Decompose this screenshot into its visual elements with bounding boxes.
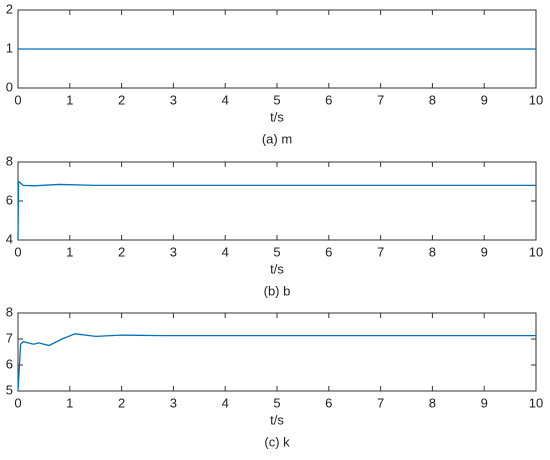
x-tick-label: 4 xyxy=(222,92,229,107)
x-tick-label: 9 xyxy=(481,92,488,107)
x-tick-label: 6 xyxy=(325,395,332,410)
x-tick-label: 1 xyxy=(66,92,73,107)
axes-box xyxy=(17,312,537,392)
x-axis-label: t/s xyxy=(270,412,284,427)
caption: (b) b xyxy=(264,283,291,298)
x-tick-label: 2 xyxy=(118,395,125,410)
y-tick-label: 2 xyxy=(6,1,13,16)
x-tick-label: 7 xyxy=(377,395,384,410)
axes-box xyxy=(17,161,537,241)
x-tick-label: 0 xyxy=(14,92,21,107)
x-tick-label: 9 xyxy=(481,244,488,259)
x-tick-label: 1 xyxy=(66,244,73,259)
x-axis-label: t/s xyxy=(270,109,284,124)
x-tick-label: 2 xyxy=(118,92,125,107)
x-tick-label: 7 xyxy=(377,244,384,259)
caption: (a) m xyxy=(262,131,292,146)
x-tick-label: 5 xyxy=(273,395,280,410)
x-tick-label: 10 xyxy=(529,395,543,410)
y-tick-label: 0 xyxy=(6,79,13,94)
y-tick-label: 8 xyxy=(6,153,13,168)
x-tick-label: 9 xyxy=(481,395,488,410)
x-tick-label: 8 xyxy=(429,244,436,259)
x-tick-label: 0 xyxy=(14,244,21,259)
x-tick-label: 7 xyxy=(377,92,384,107)
x-tick-label: 1 xyxy=(66,395,73,410)
y-tick-label: 1 xyxy=(6,40,13,55)
data-line xyxy=(17,180,536,241)
x-tick-label: 6 xyxy=(325,244,332,259)
x-axis-label: t/s xyxy=(270,261,284,276)
x-tick-label: 6 xyxy=(325,92,332,107)
x-tick-label: 4 xyxy=(222,244,229,259)
x-tick-label: 4 xyxy=(222,395,229,410)
x-tick-label: 5 xyxy=(273,92,280,107)
caption: (c) k xyxy=(264,434,290,449)
x-tick-label: 3 xyxy=(170,395,177,410)
x-tick-label: 3 xyxy=(170,244,177,259)
x-tick-label: 8 xyxy=(429,92,436,107)
y-tick-label: 4 xyxy=(6,231,13,246)
x-tick-label: 2 xyxy=(118,244,125,259)
y-tick-label: 6 xyxy=(6,356,13,371)
y-tick-label: 7 xyxy=(6,330,13,345)
x-tick-label: 10 xyxy=(529,244,543,259)
x-tick-label: 3 xyxy=(170,92,177,107)
x-tick-label: 8 xyxy=(429,395,436,410)
x-tick-label: 10 xyxy=(529,92,543,107)
x-tick-label: 0 xyxy=(14,395,21,410)
y-tick-label: 6 xyxy=(6,192,13,207)
y-tick-label: 8 xyxy=(6,304,13,319)
y-tick-label: 5 xyxy=(6,382,13,397)
data-line xyxy=(17,333,536,392)
x-tick-label: 5 xyxy=(273,244,280,259)
